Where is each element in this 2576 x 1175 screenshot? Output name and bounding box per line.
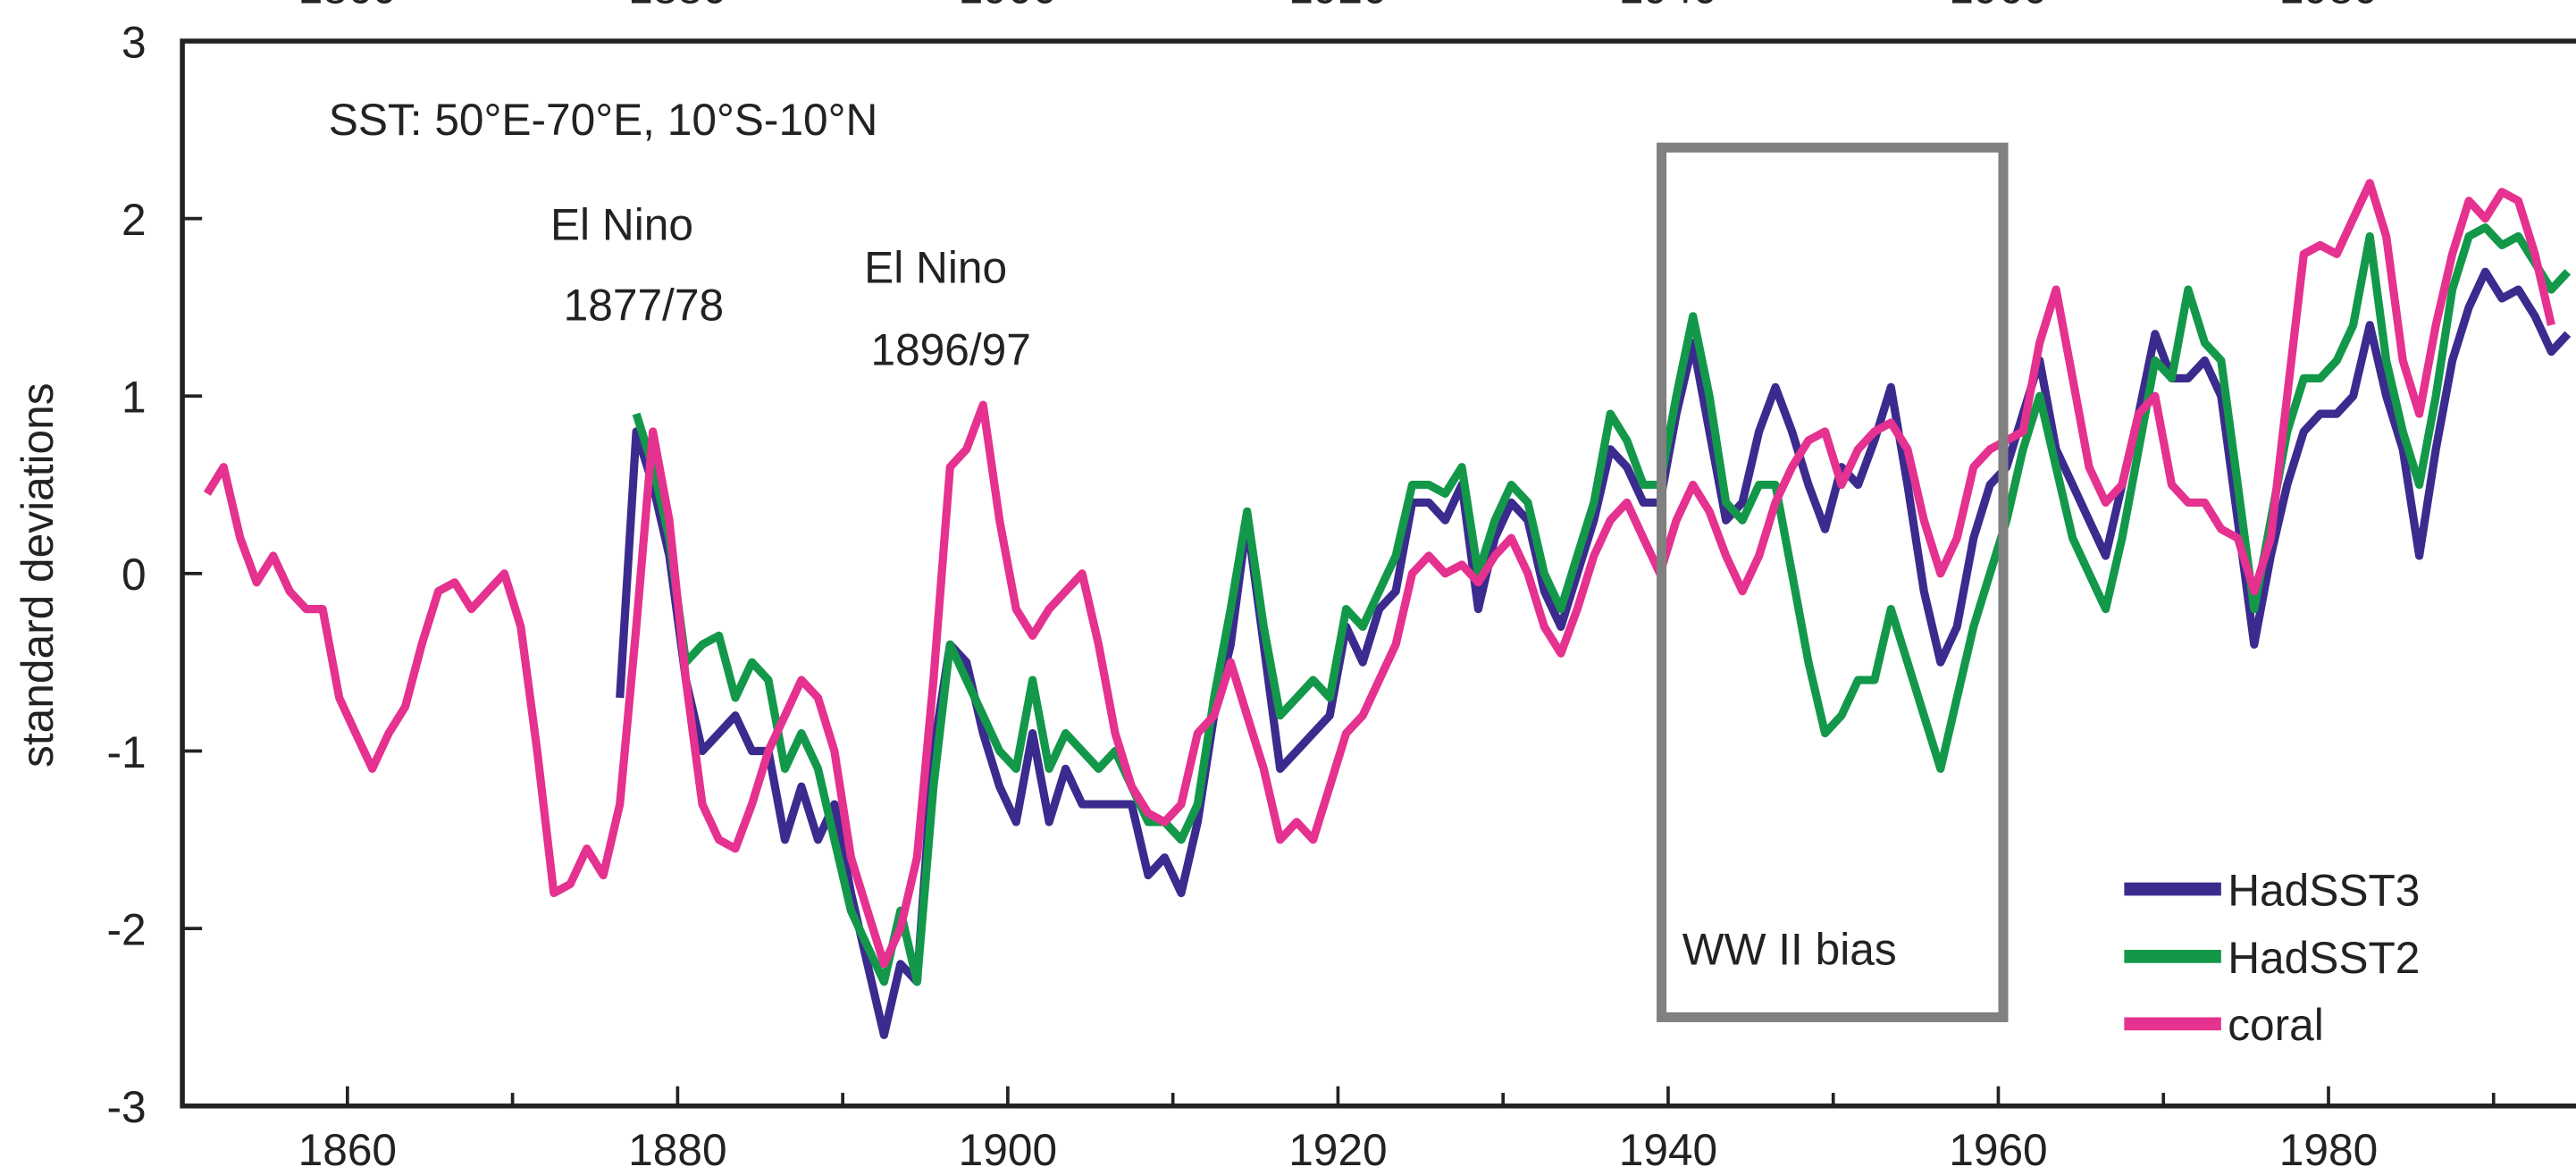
y-axis-label: standard deviations xyxy=(13,382,63,768)
top-x-tick-label: 1960 xyxy=(1949,0,2047,13)
x-tick-label: 1980 xyxy=(2279,1125,2378,1175)
ww2-bias-box xyxy=(1657,142,2009,1022)
legend-label-coral: coral xyxy=(2228,1000,2324,1050)
y-tick-label: 2 xyxy=(122,195,147,245)
ww2-bias-label: WW II bias xyxy=(1682,925,1897,975)
el-nino-1896-years: 1896/97 xyxy=(870,324,1030,374)
top-x-tick-label: 1980 xyxy=(2279,0,2378,13)
x-tick-label: 1900 xyxy=(959,1125,1057,1175)
top-x-tick-label: 1880 xyxy=(628,0,726,13)
x-tick-label: 1860 xyxy=(298,1125,397,1175)
axes: 1860 1860 1880 1880 1900 1900 1920 1920 1940 1940… xyxy=(107,0,2576,1175)
y-tick-label: -2 xyxy=(107,905,147,955)
el-nino-1877-years: 1877/78 xyxy=(564,281,724,331)
x-tick-label: 1920 xyxy=(1288,1125,1387,1175)
plot-frame xyxy=(180,38,2576,1109)
top-x-tick-label: 1920 xyxy=(1288,0,1387,13)
top-x-tick-label: 1860 xyxy=(298,0,397,13)
legend-label-hadsst3: HadSST3 xyxy=(2228,865,2420,915)
x-tick-label: 1880 xyxy=(628,1125,726,1175)
series-line-hadsst2 xyxy=(632,222,2572,986)
region-annotation: SST: 50°E-70°E, 10°S-10°N xyxy=(329,95,878,145)
el-nino-1896-label: El Nino xyxy=(864,242,1007,292)
series-lines xyxy=(203,179,2572,1039)
legend-label-hadsst2: HadSST2 xyxy=(2228,933,2420,983)
top-x-tick-label: 1900 xyxy=(959,0,1057,13)
series-line-coral xyxy=(203,179,2555,969)
series-line-hadsst3 xyxy=(616,267,2572,1039)
x-tick-label: 1960 xyxy=(1949,1125,2047,1175)
y-tick-label: -1 xyxy=(107,727,147,777)
y-tick-label: -3 xyxy=(107,1082,147,1132)
x-tick-label: 1940 xyxy=(1619,1125,1717,1175)
y-tick-label: 0 xyxy=(122,550,147,600)
y-tick-label: 1 xyxy=(122,373,147,423)
top-x-tick-label: 1940 xyxy=(1619,0,1717,13)
legend: HadSST3 HadSST2 coral xyxy=(2124,865,2420,1050)
el-nino-1877-label: El Nino xyxy=(550,200,693,250)
y-tick-label: 3 xyxy=(122,17,147,67)
